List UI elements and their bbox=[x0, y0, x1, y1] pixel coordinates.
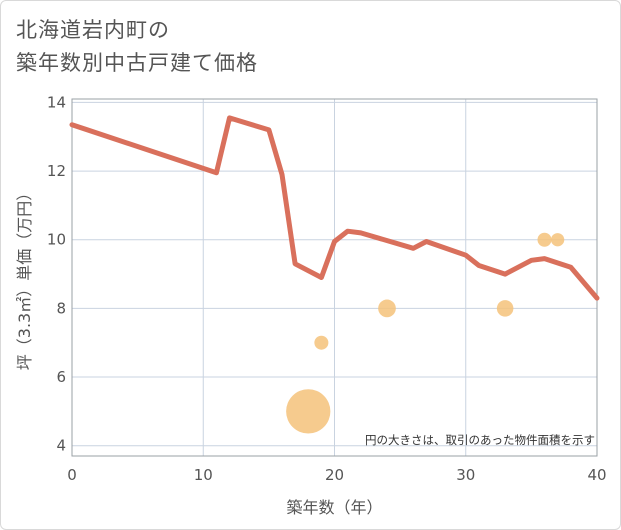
x-axis-label: 築年数（年） bbox=[286, 498, 382, 517]
bubble-point bbox=[286, 389, 331, 434]
bubble-point bbox=[314, 335, 329, 350]
y-tick-label: 10 bbox=[47, 231, 66, 249]
y-tick-label: 14 bbox=[47, 93, 66, 111]
bubble-series bbox=[286, 232, 565, 434]
x-tick-label: 40 bbox=[587, 466, 606, 484]
bubble-point bbox=[537, 232, 552, 247]
line-series bbox=[69, 115, 600, 301]
y-tick-labels: 4 6 8 10 12 14 bbox=[47, 93, 66, 454]
chart-title-line-2: 築年数別中古戸建て価格 bbox=[16, 51, 258, 75]
y-axis-label: 坪（3.3㎡）単価（万円） bbox=[15, 185, 34, 370]
plot-area-border bbox=[71, 98, 598, 457]
x-tick-label: 0 bbox=[67, 466, 77, 484]
x-tick-label: 10 bbox=[194, 466, 213, 484]
chart-title-line-1: 北海道岩内町の bbox=[16, 18, 170, 42]
y-tick-label: 12 bbox=[47, 162, 66, 180]
bubble-point bbox=[496, 300, 514, 317]
chart-title: 北海道岩内町の 築年数別中古戸建て価格 bbox=[16, 14, 258, 80]
y-tick-label: 8 bbox=[56, 299, 66, 317]
x-tick-labels: 0 10 20 30 40 bbox=[67, 466, 606, 484]
y-tick-label: 6 bbox=[56, 368, 66, 386]
x-tick-label: 30 bbox=[456, 466, 475, 484]
size-note: 円の大きさは、取引のあった物件面積を示す bbox=[365, 433, 595, 447]
y-tick-label: 4 bbox=[56, 437, 66, 455]
bubble-point bbox=[550, 233, 565, 247]
bubble-point bbox=[378, 299, 396, 318]
x-tick-label: 20 bbox=[325, 466, 344, 484]
